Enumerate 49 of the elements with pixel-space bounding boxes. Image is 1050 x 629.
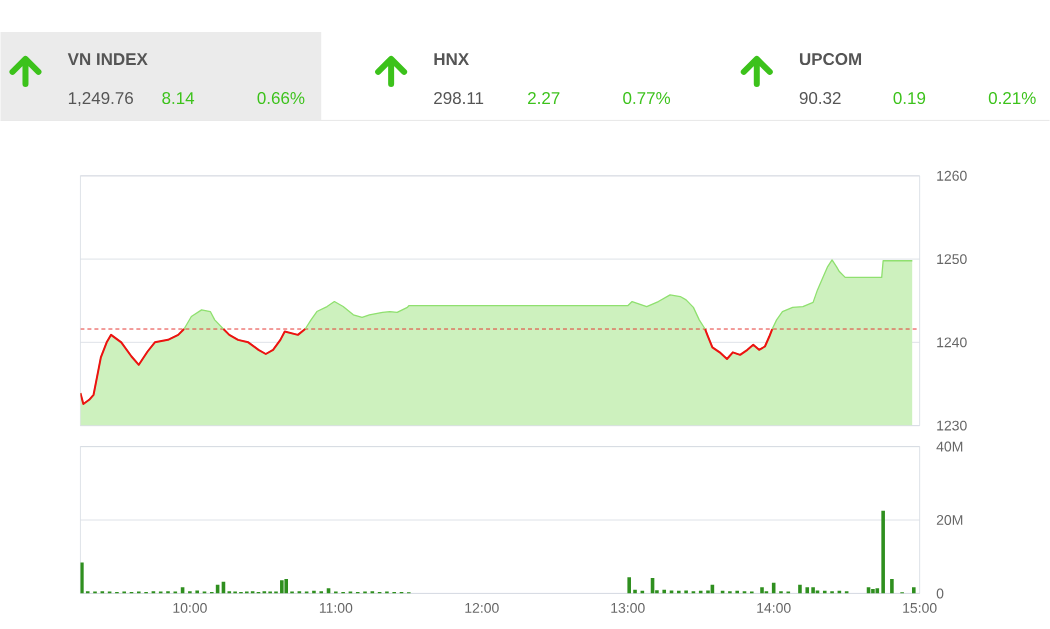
x-tick-label: 14:00 bbox=[757, 602, 791, 613]
text: 0.66% bbox=[257, 91, 305, 104]
text: 1,249.76 bbox=[68, 91, 133, 106]
bar bbox=[890, 578, 894, 594]
y-tick-label: 1240 bbox=[937, 337, 967, 348]
text: HNX bbox=[434, 53, 469, 65]
text: 90.32 bbox=[799, 91, 841, 104]
bar bbox=[166, 591, 170, 594]
bar bbox=[798, 584, 802, 594]
line-series bbox=[704, 327, 774, 360]
text: 0.21% bbox=[988, 91, 1036, 104]
bar bbox=[319, 591, 324, 594]
bar bbox=[627, 577, 631, 594]
bar bbox=[280, 580, 284, 594]
y-tick-label: 0 bbox=[936, 588, 944, 599]
bar bbox=[633, 589, 637, 594]
text: 8.14 bbox=[162, 91, 195, 104]
text: 2.27 bbox=[528, 91, 560, 104]
bar bbox=[871, 588, 875, 594]
x-tick-label: 13:00 bbox=[611, 602, 645, 613]
x-tick-label: 11:00 bbox=[319, 602, 353, 613]
bar bbox=[912, 586, 916, 594]
text: VN INDEX bbox=[67, 53, 148, 65]
bar bbox=[85, 591, 90, 594]
y-tick-label: 1230 bbox=[937, 420, 967, 431]
x-tick-label: 15:00 bbox=[903, 602, 937, 613]
line-series bbox=[80, 327, 186, 405]
text: 0.77% bbox=[623, 91, 671, 104]
x-tick-label: 10:00 bbox=[173, 602, 207, 613]
x-tick-label: 12:00 bbox=[465, 602, 499, 613]
bar bbox=[284, 578, 289, 594]
bar bbox=[805, 586, 810, 594]
line-series bbox=[222, 327, 307, 355]
bar bbox=[728, 591, 732, 594]
bar bbox=[760, 586, 764, 594]
bar bbox=[881, 510, 885, 594]
y-tick-label: 1260 bbox=[937, 170, 967, 181]
bar bbox=[662, 589, 667, 594]
bar bbox=[830, 591, 834, 594]
bar bbox=[811, 586, 815, 594]
text: 0.19 bbox=[893, 91, 926, 104]
text: 298.11 bbox=[434, 91, 484, 104]
text: UPCOM bbox=[799, 52, 862, 65]
y-tick-label: 20M bbox=[936, 514, 963, 525]
bar bbox=[188, 591, 192, 594]
bar bbox=[227, 591, 232, 594]
bar bbox=[779, 591, 783, 594]
y-tick-label: 40M bbox=[936, 441, 963, 452]
y-tick-label: 1250 bbox=[937, 253, 967, 264]
